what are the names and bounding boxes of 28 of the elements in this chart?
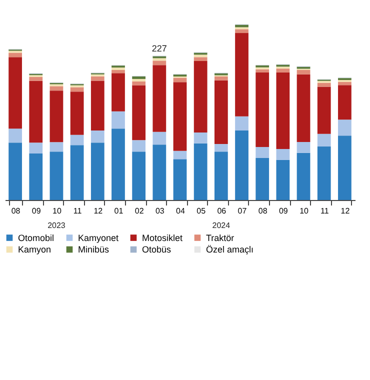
- text: 2024: [212, 221, 231, 230]
- x-tick-label: 05: [196, 206, 206, 216]
- legend-label: Kamyon: [18, 244, 52, 254]
- x-tick-label: 11: [320, 206, 330, 216]
- x-tick-label: 07: [238, 206, 248, 216]
- x-tick-label: 12: [94, 206, 104, 216]
- legend-label: Kamyonet: [78, 232, 120, 243]
- legend-label: Otobüs: [142, 244, 172, 254]
- legend-label: Otomobil: [18, 232, 54, 243]
- legend-label: Traktör: [206, 232, 234, 243]
- x-tick-label: 10: [300, 206, 310, 216]
- x-tick-label: 08: [11, 206, 21, 216]
- x-tick-label: 09: [32, 206, 42, 216]
- x-tick-label: 10: [52, 206, 62, 216]
- annotation: 227: [152, 44, 167, 54]
- legend-label: Özel amaçlı: [206, 244, 254, 254]
- text: 2023: [48, 221, 66, 230]
- x-tick-label: 12: [340, 206, 350, 216]
- legend-label: Minibüs: [78, 244, 110, 254]
- x-tick-label: 01: [114, 206, 124, 216]
- x-tick-label: 02: [134, 206, 144, 216]
- x-tick-label: 06: [217, 206, 227, 216]
- legend-label: Motosiklet: [142, 232, 184, 243]
- x-tick-label: 09: [278, 206, 288, 216]
- x-tick-label: 04: [176, 206, 186, 216]
- x-tick-label: 11: [73, 206, 82, 216]
- x-tick-label: 08: [258, 206, 268, 216]
- x-tick-label: 03: [155, 206, 165, 216]
